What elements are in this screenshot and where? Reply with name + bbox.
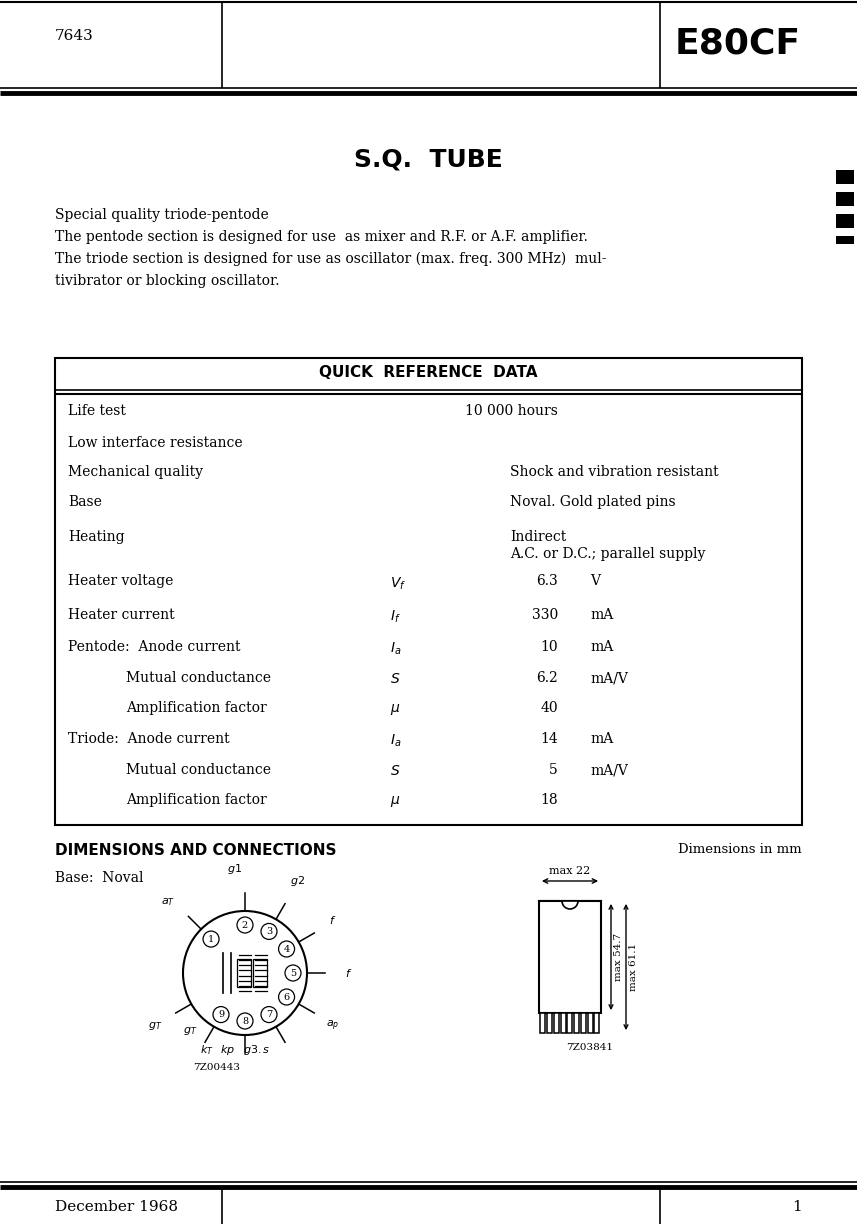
Text: mA/V: mA/V	[590, 763, 628, 777]
Text: Noval. Gold plated pins: Noval. Gold plated pins	[510, 494, 675, 509]
Bar	[595, 1013, 600, 1033]
Text: 6: 6	[284, 993, 290, 1001]
Text: 330: 330	[531, 607, 558, 622]
Text: $g_T$: $g_T$	[148, 1020, 162, 1032]
Text: 4: 4	[284, 945, 290, 953]
Text: $S$: $S$	[390, 672, 400, 685]
Text: 2: 2	[242, 920, 249, 929]
Wedge shape	[562, 901, 578, 909]
Text: 5: 5	[549, 763, 558, 777]
Text: 10 000 hours: 10 000 hours	[465, 404, 558, 419]
Text: Heating: Heating	[68, 530, 124, 545]
Text: E80CF: E80CF	[675, 27, 801, 61]
Text: Mutual conductance: Mutual conductance	[126, 763, 271, 777]
Text: 9: 9	[218, 1010, 224, 1020]
Text: 40: 40	[541, 701, 558, 715]
Bar	[588, 1013, 593, 1033]
Wedge shape	[539, 901, 601, 931]
Text: DIMENSIONS AND CONNECTIONS: DIMENSIONS AND CONNECTIONS	[55, 843, 337, 858]
Text: Base: Base	[68, 494, 102, 509]
Bar	[253, 958, 267, 987]
Text: 18: 18	[541, 793, 558, 807]
Text: 10: 10	[541, 640, 558, 654]
Text: Shock and vibration resistant: Shock and vibration resistant	[510, 465, 719, 479]
Text: $V_f$: $V_f$	[390, 575, 406, 591]
Text: Amplification factor: Amplification factor	[126, 701, 267, 715]
Text: 7643: 7643	[55, 29, 93, 43]
Text: max 22: max 22	[549, 867, 590, 876]
Text: QUICK  REFERENCE  DATA: QUICK REFERENCE DATA	[320, 365, 537, 379]
Text: 6.3: 6.3	[536, 574, 558, 589]
Bar	[539, 901, 601, 1013]
Text: Triode:  Anode current: Triode: Anode current	[68, 732, 230, 745]
Text: Heater current: Heater current	[68, 607, 175, 622]
Bar	[567, 1013, 572, 1033]
Bar	[554, 1013, 559, 1033]
Bar	[541, 1013, 546, 1033]
Text: Amplification factor: Amplification factor	[126, 793, 267, 807]
Text: $g2$: $g2$	[291, 874, 305, 889]
Text: V: V	[590, 574, 600, 589]
Bar	[836, 236, 854, 244]
Text: Mechanical quality: Mechanical quality	[68, 465, 203, 479]
Text: 8: 8	[242, 1016, 248, 1026]
Text: S.Q.  TUBE: S.Q. TUBE	[354, 148, 502, 173]
Text: mA: mA	[590, 607, 614, 622]
Bar	[560, 1013, 566, 1033]
Text: $f$: $f$	[345, 967, 353, 979]
Text: Indirect: Indirect	[510, 530, 566, 545]
Bar	[237, 958, 251, 987]
Text: Heater voltage: Heater voltage	[68, 574, 173, 589]
Text: $g1$: $g1$	[227, 862, 243, 876]
Text: max 61.1: max 61.1	[629, 942, 638, 991]
Text: Special quality triode-pentode: Special quality triode-pentode	[55, 208, 269, 222]
Text: December 1968: December 1968	[55, 1200, 178, 1214]
Text: 1: 1	[208, 935, 214, 944]
Text: Life test: Life test	[68, 404, 126, 419]
Text: $S$: $S$	[390, 764, 400, 778]
Text: Dimensions in mm: Dimensions in mm	[679, 843, 802, 856]
Text: Mutual conductance: Mutual conductance	[126, 671, 271, 685]
Text: $kp$: $kp$	[219, 1043, 235, 1058]
Text: $f$: $f$	[329, 914, 337, 927]
Text: A.C. or D.C.; parallel supply: A.C. or D.C.; parallel supply	[510, 547, 705, 562]
Text: Pentode:  Anode current: Pentode: Anode current	[68, 640, 241, 654]
Text: mA: mA	[590, 732, 614, 745]
Bar	[836, 170, 854, 184]
Text: 6.2: 6.2	[536, 671, 558, 685]
Text: 3: 3	[266, 927, 273, 936]
Text: Low interface resistance: Low interface resistance	[68, 437, 243, 450]
Text: $I_f$: $I_f$	[390, 608, 401, 625]
Text: The triode section is designed for use as oscillator (max. freq. 300 MHz)  mul-: The triode section is designed for use a…	[55, 252, 607, 267]
Bar	[581, 1013, 586, 1033]
Text: $\mu$: $\mu$	[390, 703, 400, 717]
Text: $g3.s$: $g3.s$	[243, 1043, 271, 1058]
Text: $I_a$: $I_a$	[390, 640, 401, 657]
Text: Base:  Noval: Base: Noval	[55, 871, 143, 885]
Text: tivibrator or blocking oscillator.: tivibrator or blocking oscillator.	[55, 274, 279, 288]
Text: $a_T$: $a_T$	[161, 896, 176, 908]
Text: $\mu$: $\mu$	[390, 794, 400, 809]
Text: 7Z00443: 7Z00443	[194, 1062, 241, 1072]
Bar	[574, 1013, 579, 1033]
Text: 1: 1	[792, 1200, 802, 1214]
Text: $g_T$: $g_T$	[183, 1024, 197, 1037]
Text: mA/V: mA/V	[590, 671, 628, 685]
Text: 7: 7	[266, 1010, 273, 1020]
Bar	[548, 1013, 552, 1033]
Text: $k_T$: $k_T$	[201, 1043, 214, 1056]
Bar	[55, 357, 802, 825]
Text: $I_a$: $I_a$	[390, 733, 401, 749]
Text: mA: mA	[590, 640, 614, 654]
Text: 5: 5	[290, 968, 296, 978]
Text: The pentode section is designed for use  as mixer and R.F. or A.F. amplifier.: The pentode section is designed for use …	[55, 230, 588, 244]
Text: 14: 14	[540, 732, 558, 745]
Bar	[836, 192, 854, 206]
Text: 7Z03841: 7Z03841	[566, 1043, 614, 1051]
Bar	[836, 214, 854, 228]
Text: max 54.7: max 54.7	[614, 933, 623, 982]
Text: $a_p$: $a_p$	[327, 1018, 339, 1033]
